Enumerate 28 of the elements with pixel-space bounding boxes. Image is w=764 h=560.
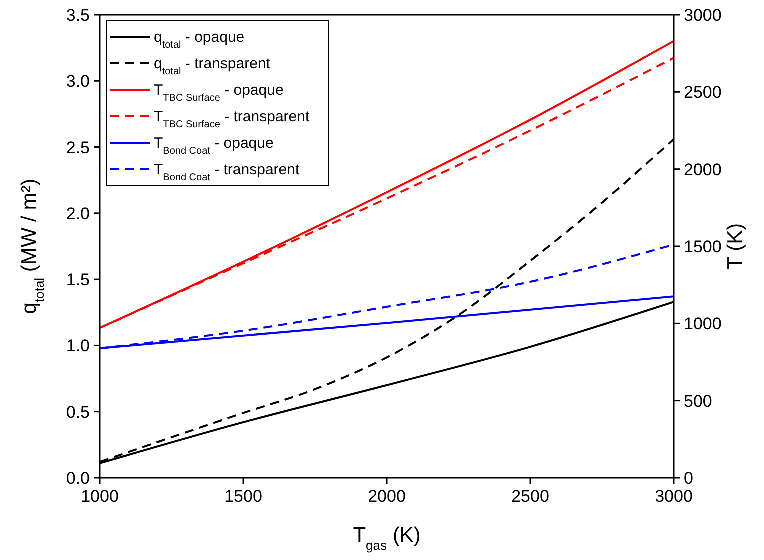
x-tick-label: 2000	[368, 487, 406, 506]
y2-axis-title: T (K)	[724, 223, 747, 270]
x-tick-label: 2500	[512, 487, 550, 506]
y2-tick-label: 1500	[684, 238, 722, 256]
x-tick-label: 1000	[81, 487, 119, 506]
y-tick-label: 1.0	[66, 336, 90, 356]
legend-label: q$_{total}$ - opaque	[154, 29, 245, 50]
y2-tick-label: 2000	[684, 160, 722, 180]
x-axis-title: T$_{gas}$ (K)	[353, 524, 421, 552]
y-tick-label: 0.5	[66, 402, 90, 422]
y2-tick-label: 500	[684, 392, 712, 411]
y-tick-label: 3.5	[66, 6, 90, 25]
y-tick-label: 1.5	[66, 270, 90, 290]
y-tick-label: 0.0	[66, 469, 90, 488]
y-tick-label: 2.5	[66, 138, 90, 158]
legend-label: T$_{TBC Surface}$ - transparent	[154, 108, 310, 130]
y2-tick-label: 0	[684, 469, 694, 488]
legend-label: T$_{Bond Coat}$ - transparent	[154, 162, 300, 183]
legend-label: T$_{TBC Surface}$ - opaque	[154, 82, 284, 104]
x-tick-label: 1500	[224, 487, 262, 506]
y-tick-label: 2.0	[66, 204, 90, 224]
legend-label: q$_{total}$ - transparent	[154, 56, 272, 77]
x-tick-label: 3000	[655, 487, 693, 506]
y2-tick-label: 2500	[684, 83, 722, 102]
y2-tick-label: 3000	[684, 6, 722, 25]
y-tick-label: 3.0	[66, 72, 90, 92]
y2-tick-label: 1000	[684, 314, 722, 334]
legend-label: T$_{Bond Coat}$ - opaque	[154, 135, 274, 156]
